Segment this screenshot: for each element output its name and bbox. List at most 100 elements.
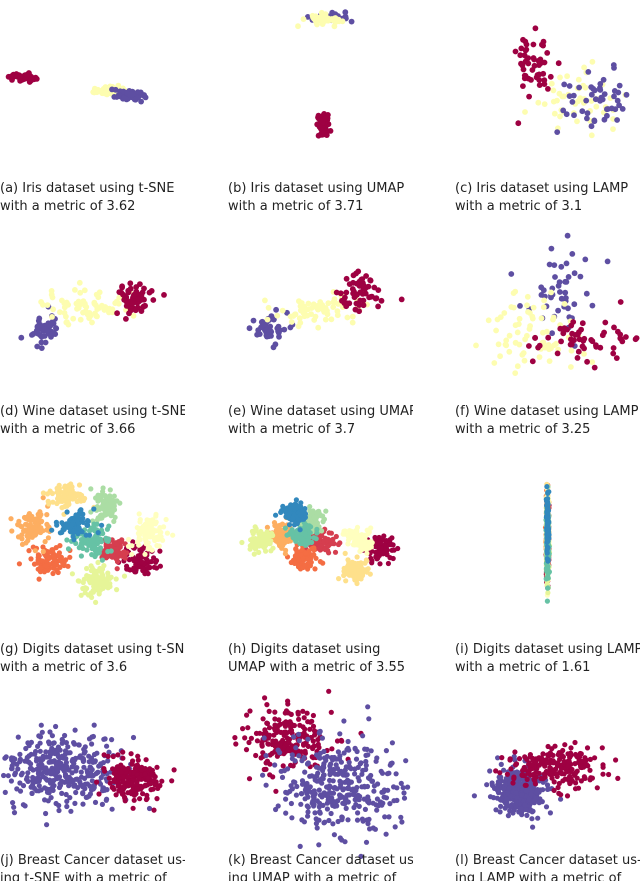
scatter-point <box>46 759 52 765</box>
scatter-point <box>50 570 56 577</box>
scatter-point <box>551 110 558 117</box>
scatter-point <box>348 766 354 772</box>
scatter-point <box>36 762 42 768</box>
cluster-g-class-9 <box>49 506 105 543</box>
scatter-point <box>345 817 351 823</box>
scatter-point <box>76 742 82 748</box>
scatter-point <box>309 552 316 558</box>
scatter-point <box>116 289 123 295</box>
scatter-point <box>584 358 590 365</box>
scatter-point <box>304 539 310 546</box>
scatter-point <box>366 797 372 803</box>
scatter-point <box>544 546 550 552</box>
scatter-point <box>285 746 291 752</box>
scatter-point <box>44 491 51 497</box>
scatter-point <box>279 521 286 527</box>
scatter-point <box>356 568 362 574</box>
scatter-point <box>583 97 590 104</box>
scatter-point <box>53 519 60 525</box>
scatter-point <box>69 521 75 527</box>
scatter-point <box>105 753 111 759</box>
cluster-e-class-0 <box>333 268 405 315</box>
scatter-point <box>314 825 320 831</box>
scatter-point <box>298 500 304 506</box>
scatter-point <box>302 769 308 775</box>
scatter-point <box>122 798 128 804</box>
scatter-point <box>517 303 523 309</box>
scatter-point <box>342 839 348 845</box>
scatter-point <box>40 490 47 496</box>
caption-g: (g) Digits dataset using t-SNE with a me… <box>0 641 185 677</box>
scatter-point <box>265 304 272 311</box>
scatter-point <box>274 325 281 332</box>
scatter-point <box>126 557 132 563</box>
scatter-point <box>506 348 513 355</box>
scatter-point <box>345 785 351 791</box>
scatter-plot-i <box>455 456 640 626</box>
scatter-point <box>45 535 52 541</box>
scatter-point <box>273 788 279 794</box>
scatter-point <box>130 312 137 319</box>
scatter-point <box>564 232 571 239</box>
scatter-point <box>64 775 70 781</box>
scatter-point <box>380 800 386 806</box>
scatter-point <box>105 585 111 591</box>
scatter-point <box>315 509 321 515</box>
scatter-point <box>95 530 101 536</box>
scatter-point <box>3 754 9 760</box>
scatter-point <box>297 540 303 547</box>
scatter-point <box>377 561 383 567</box>
scatter-point <box>312 777 318 783</box>
scatter-point <box>76 300 83 307</box>
scatter-point <box>555 60 562 67</box>
scatter-point <box>44 512 50 518</box>
scatter-point <box>32 548 38 554</box>
scatter-point <box>350 564 356 570</box>
scatter-point <box>68 808 74 814</box>
scatter-svg-j <box>1 722 177 828</box>
scatter-point <box>260 716 266 722</box>
scatter-point <box>146 805 153 812</box>
scatter-point <box>569 251 576 257</box>
scatter-point <box>503 342 510 349</box>
scatter-point <box>290 502 296 509</box>
scatter-point <box>259 739 265 745</box>
scatter-point <box>299 536 305 542</box>
cluster-g-class-7 <box>88 485 123 524</box>
scatter-point <box>37 748 43 754</box>
scatter-point <box>302 562 308 568</box>
scatter-point <box>357 536 363 543</box>
scatter-point <box>304 710 310 716</box>
scatter-point <box>375 555 381 561</box>
scatter-point <box>24 71 30 78</box>
scatter-point <box>361 283 367 289</box>
scatter-point <box>112 768 118 774</box>
scatter-point <box>142 771 148 777</box>
scatter-point <box>243 747 250 753</box>
scatter-point <box>613 355 620 361</box>
scatter-point <box>266 533 272 539</box>
scatter-plot-e <box>228 225 413 395</box>
scatter-point <box>554 129 561 136</box>
scatter-point <box>292 560 298 566</box>
scatter-point <box>558 263 565 270</box>
scatter-point <box>54 500 60 507</box>
scatter-point <box>267 538 273 544</box>
scatter-point <box>137 281 143 287</box>
scatter-point <box>283 810 289 816</box>
scatter-point <box>272 722 278 728</box>
scatter-point <box>568 341 575 348</box>
panel-h: (h) Digits dataset using UMAP with a met… <box>228 456 413 675</box>
scatter-point <box>560 107 567 114</box>
scatter-point <box>336 18 342 25</box>
scatter-point <box>151 807 157 813</box>
scatter-point <box>80 791 86 797</box>
scatter-point <box>332 784 338 791</box>
scatter-point <box>59 736 65 743</box>
scatter-point <box>37 740 43 746</box>
scatter-point <box>341 750 347 756</box>
scatter-point <box>43 810 49 817</box>
scatter-point <box>93 313 100 319</box>
scatter-point <box>39 518 45 524</box>
cluster-d-class-2 <box>18 303 60 351</box>
